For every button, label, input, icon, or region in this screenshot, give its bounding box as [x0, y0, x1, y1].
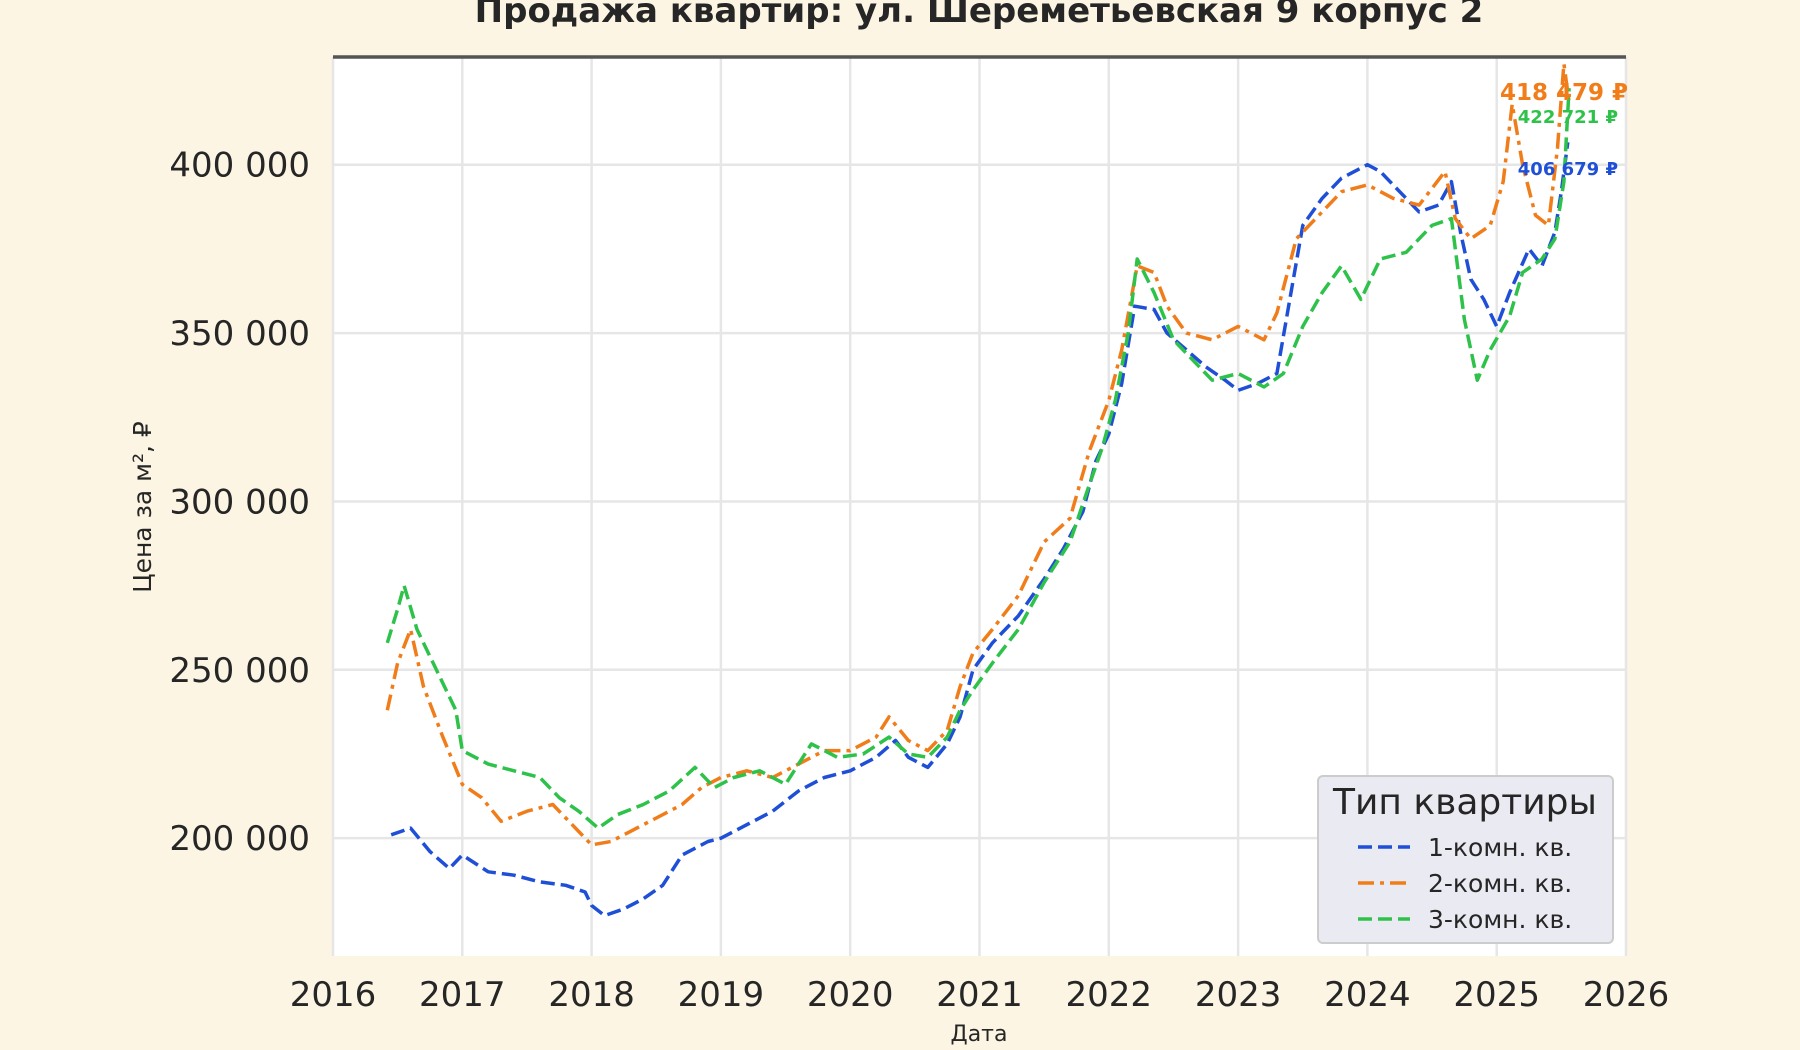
series-line-1 — [390, 142, 1570, 918]
end-labels: 406 679 ₽ 418 479 ₽422 721 ₽ — [1500, 80, 1628, 180]
chart-title: Продажа квартир: ул. Шереметьевская 9 ко… — [475, 0, 1484, 31]
x-tick-labels: 2016 2017 2018 2019 2020 2021 2022 2023 2024 2025… — [290, 975, 1670, 1015]
y-tick-label: 250 000 — [169, 651, 310, 691]
grid — [331, 57, 1628, 956]
legend: Тип квартиры 1-комн. кв. 2-комн. кв. 3-ком… — [1317, 775, 1614, 944]
end-label-3: 422 721 ₽ — [1518, 107, 1618, 128]
x-tick-label: 2022 — [1066, 975, 1153, 1015]
legend-items: 1-комн. кв. 2-комн. кв. 3-комн. кв. — [1358, 833, 1572, 934]
y-tick-labels: 200 000 250 000 300 000 350 000 400 000 — [169, 146, 310, 859]
series-layer — [385, 61, 1571, 918]
end-label-2: 418 479 ₽ — [1500, 80, 1628, 106]
end-label-1: 406 679 ₽ — [1518, 159, 1618, 180]
legend-title: Тип квартиры — [1332, 782, 1597, 823]
y-axis-label: Цена за м², ₽ — [128, 421, 157, 593]
x-tick-label: 2023 — [1195, 975, 1282, 1015]
x-tick-label: 2020 — [807, 975, 894, 1015]
x-tick-label: 2016 — [290, 975, 377, 1015]
series-line-3 — [385, 88, 1571, 830]
x-tick-label: 2026 — [1583, 975, 1670, 1015]
x-tick-label: 2017 — [419, 975, 506, 1015]
legend-label-2: 2-комн. кв. — [1428, 869, 1572, 898]
legend-box — [1317, 775, 1614, 944]
x-tick-label: 2025 — [1453, 975, 1540, 1015]
x-tick-label: 2018 — [548, 975, 635, 1015]
y-tick-label: 350 000 — [169, 314, 310, 354]
x-tick-label: 2024 — [1324, 975, 1411, 1015]
y-tick-label: 200 000 — [169, 819, 310, 859]
series-line-2 — [385, 61, 1571, 847]
y-tick-label: 400 000 — [169, 146, 310, 186]
legend-label-3: 3-комн. кв. — [1428, 905, 1572, 934]
x-tick-label: 2019 — [678, 975, 765, 1015]
legend-label-1: 1-комн. кв. — [1428, 833, 1572, 862]
x-tick-label: 2021 — [936, 975, 1023, 1015]
y-tick-label: 300 000 — [169, 482, 310, 522]
x-axis-label: Дата — [951, 1022, 1008, 1047]
